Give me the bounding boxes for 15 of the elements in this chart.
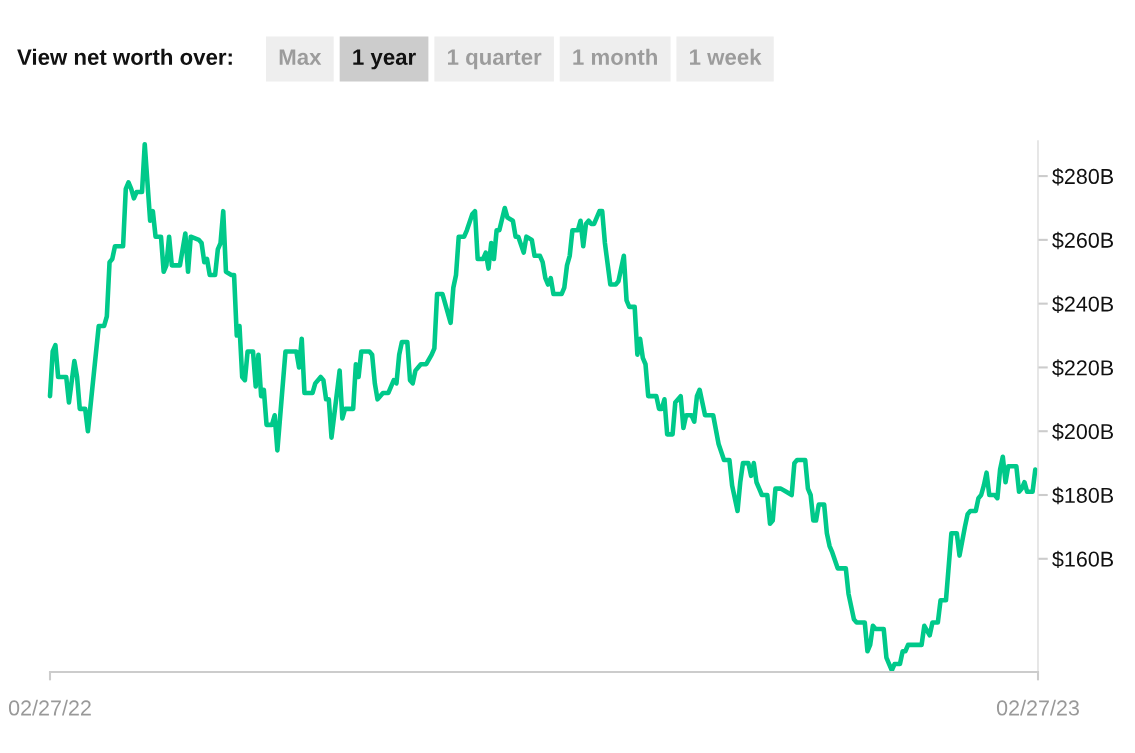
x-tick-label: 02/27/23 — [996, 699, 1079, 716]
text: 1 year — [353, 49, 416, 70]
text: 1 quarter — [448, 49, 542, 70]
y-tick-label: $260B — [1052, 231, 1113, 250]
y-tick-label: $280B — [1052, 167, 1113, 186]
y-tick-label: $240B — [1052, 295, 1113, 313]
y-tick-label: $160B — [1052, 550, 1113, 569]
text: 1 month — [573, 48, 657, 65]
text: Max — [279, 49, 322, 65]
y-tick-label: $220B — [1052, 359, 1113, 377]
text: 1 week — [690, 48, 762, 65]
chart-title: View net worth over: — [17, 48, 232, 65]
x-tick-label: 02/27/22 — [8, 699, 91, 716]
y-tick-label: $180B — [1052, 486, 1113, 505]
y-tick-label: $200B — [1052, 423, 1113, 441]
